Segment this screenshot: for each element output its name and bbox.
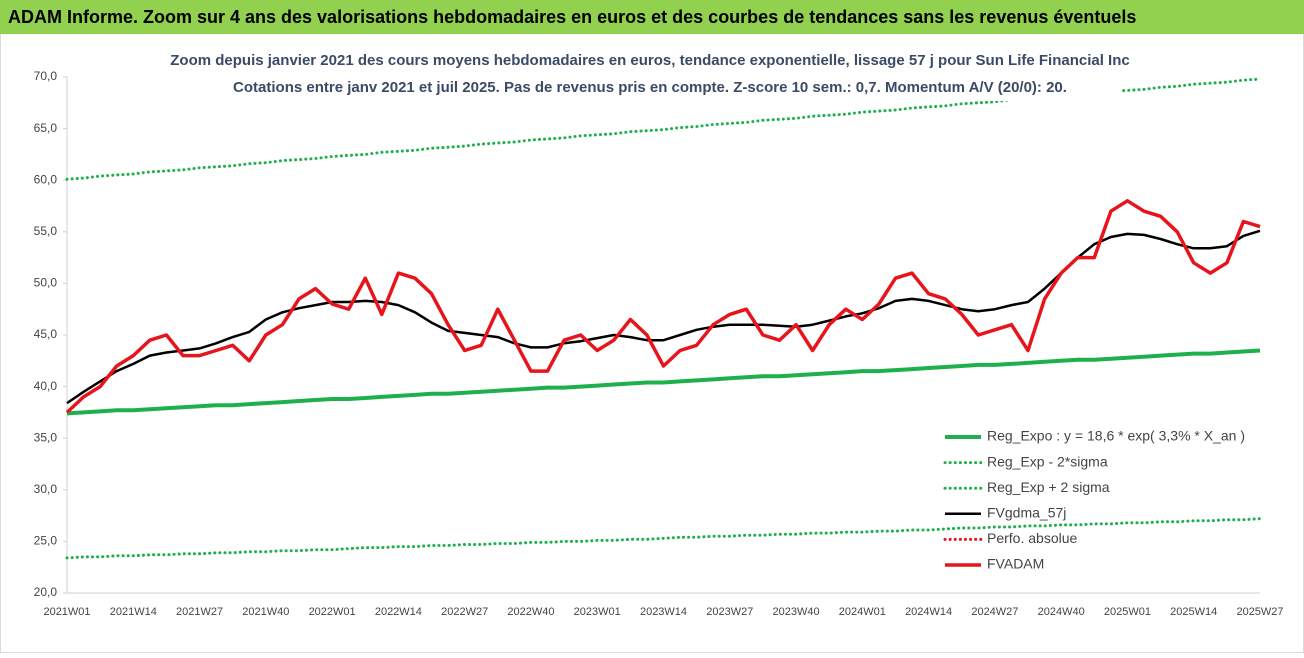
title-box xyxy=(180,47,1120,101)
series-line xyxy=(65,517,1262,560)
x-tick-label: 2024W40 xyxy=(1038,606,1085,618)
x-tick-label: 2021W01 xyxy=(43,606,90,618)
y-tick-label: 25,0 xyxy=(34,534,58,548)
legend-label: Perfo. absolue xyxy=(987,530,1077,546)
x-tick-label: 2022W40 xyxy=(507,606,554,618)
chart-title: Zoom depuis janvier 2021 des cours moyen… xyxy=(170,52,1129,69)
x-tick-label: 2024W01 xyxy=(839,606,886,618)
plot-area: 20,0 25,0 30,0 35,0 40,0 45,0 50,0 55,0 60,0 65,0… xyxy=(34,69,1284,618)
x-tick-label: 2023W40 xyxy=(773,606,820,618)
x-tick-label: 2023W14 xyxy=(640,606,687,618)
x-tick-label: 2025W01 xyxy=(1104,606,1151,618)
x-tick-label: 2023W01 xyxy=(574,606,621,618)
y-tick-label: 30,0 xyxy=(34,482,58,496)
y-tick-label: 60,0 xyxy=(34,172,58,186)
legend: Reg_Expo : y = 18,6 * exp( 3,3% * X_an )… xyxy=(943,428,1245,572)
x-tick-label: 2021W14 xyxy=(110,606,157,618)
x-tick-label: 2021W40 xyxy=(242,606,289,618)
x-tick-label: 2023W27 xyxy=(706,606,753,618)
y-tick-label: 40,0 xyxy=(34,379,58,393)
series-line xyxy=(65,199,1261,414)
y-tick-label: 50,0 xyxy=(34,276,58,290)
x-tick-label: 2021W27 xyxy=(176,606,223,618)
x-tick-label: 2024W27 xyxy=(971,606,1018,618)
legend-label: Reg_Exp - 2*sigma xyxy=(987,453,1108,469)
series-line xyxy=(66,348,1261,416)
y-tick-label: 70,0 xyxy=(34,69,58,83)
x-tick-label: 2022W27 xyxy=(441,606,488,618)
x-tick-label: 2025W14 xyxy=(1170,606,1217,618)
chart-subtitle: Cotations entre janv 2021 et juil 2025. … xyxy=(233,79,1067,96)
header-bar xyxy=(0,0,1304,34)
legend-label: Reg_Exp + 2 sigma xyxy=(987,479,1110,495)
legend-label: FVADAM xyxy=(987,556,1044,572)
legend-label: FVgdma_57j xyxy=(987,505,1066,521)
y-tick-label: 65,0 xyxy=(34,121,58,135)
x-tick-label: 2024W14 xyxy=(905,606,952,618)
x-tick-label: 2022W01 xyxy=(309,606,356,618)
y-tick-label: 55,0 xyxy=(34,224,58,238)
x-tick-label: 2025W27 xyxy=(1236,606,1283,618)
x-tick-label: 2022W14 xyxy=(375,606,422,618)
y-tick-label: 45,0 xyxy=(34,327,58,341)
header-title: ADAM Informe. Zoom sur 4 ans des valoris… xyxy=(8,7,1136,27)
y-tick-label: 35,0 xyxy=(34,430,58,444)
legend-label: Reg_Expo : y = 18,6 * exp( 3,3% * X_an ) xyxy=(987,428,1245,444)
y-tick-label: 20,0 xyxy=(34,585,58,599)
